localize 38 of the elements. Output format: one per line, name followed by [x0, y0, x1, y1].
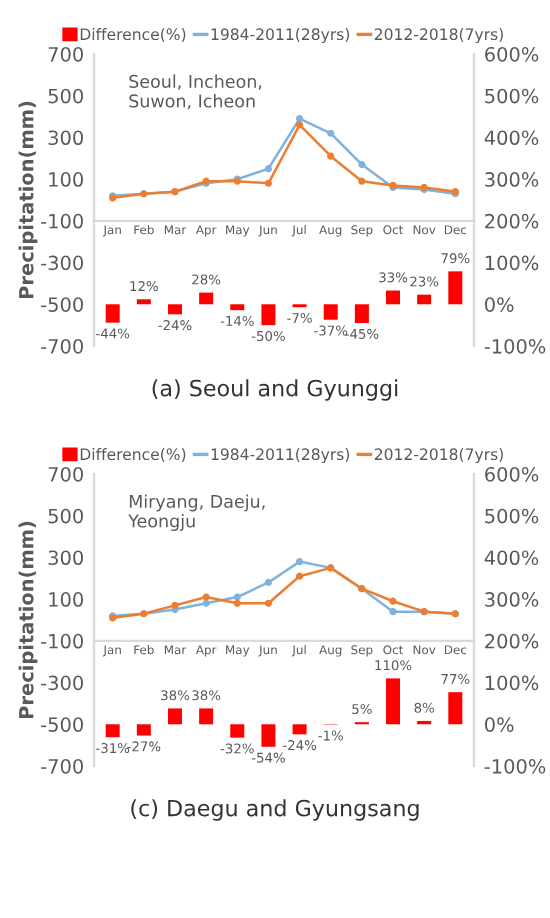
y-tick-label: 100: [49, 172, 83, 187]
y-axis-title: Precipitation(mm): [18, 521, 38, 719]
y-tick-label: 700: [48, 466, 83, 482]
y-tick-label: -700: [41, 758, 83, 774]
y2-tick-label: 0%: [485, 717, 514, 732]
y-tick-label: 100: [49, 592, 83, 607]
y-tick-label: 500: [48, 508, 83, 524]
y-tick-label: 300: [48, 550, 83, 566]
y2-tick-label: 600%: [485, 466, 539, 482]
y2-tick-label: 100%: [485, 675, 539, 691]
y-tick-label: 700: [48, 46, 83, 62]
text: (a) Seoul and Gyunggi: [152, 379, 398, 401]
y-tick-label: -300: [41, 255, 83, 271]
y2-tick-label: 600%: [485, 46, 539, 62]
y2-tick-label: 300%: [485, 592, 539, 607]
y2-tick-label: -100%: [484, 338, 546, 354]
y2-tick-label: 400%: [484, 550, 539, 566]
y-tick-label: -500: [41, 297, 83, 312]
y2-tick-label: 400%: [484, 130, 539, 146]
y2-tick-label: -100%: [484, 758, 546, 774]
y2-tick-label: 500%: [485, 88, 539, 104]
y2-tick-label: 200%: [485, 213, 539, 229]
y-tick-label: -700: [41, 338, 83, 354]
y2-tick-label: 500%: [485, 508, 539, 524]
y-tick-label: -100: [41, 213, 83, 229]
annotation: Miryang, Daeju, Yeongju: [128, 494, 265, 531]
text: (c) Daegu and Gyungsang: [131, 799, 419, 821]
y-tick-label: 500: [48, 88, 83, 104]
y2-tick-label: 100%: [485, 255, 539, 271]
y-tick-label: 300: [48, 130, 83, 146]
annotation: Seoul, Incheon, Suwon, Icheon: [129, 74, 262, 110]
y-tick-label: -100: [41, 633, 83, 649]
y-tick-label: -500: [41, 717, 83, 732]
y-axis-title: Precipitation(mm): [18, 101, 38, 299]
y2-tick-label: 300%: [485, 172, 539, 187]
y2-tick-label: 0%: [485, 297, 514, 312]
y2-tick-label: 200%: [485, 633, 539, 649]
y-tick-label: -300: [41, 675, 83, 691]
